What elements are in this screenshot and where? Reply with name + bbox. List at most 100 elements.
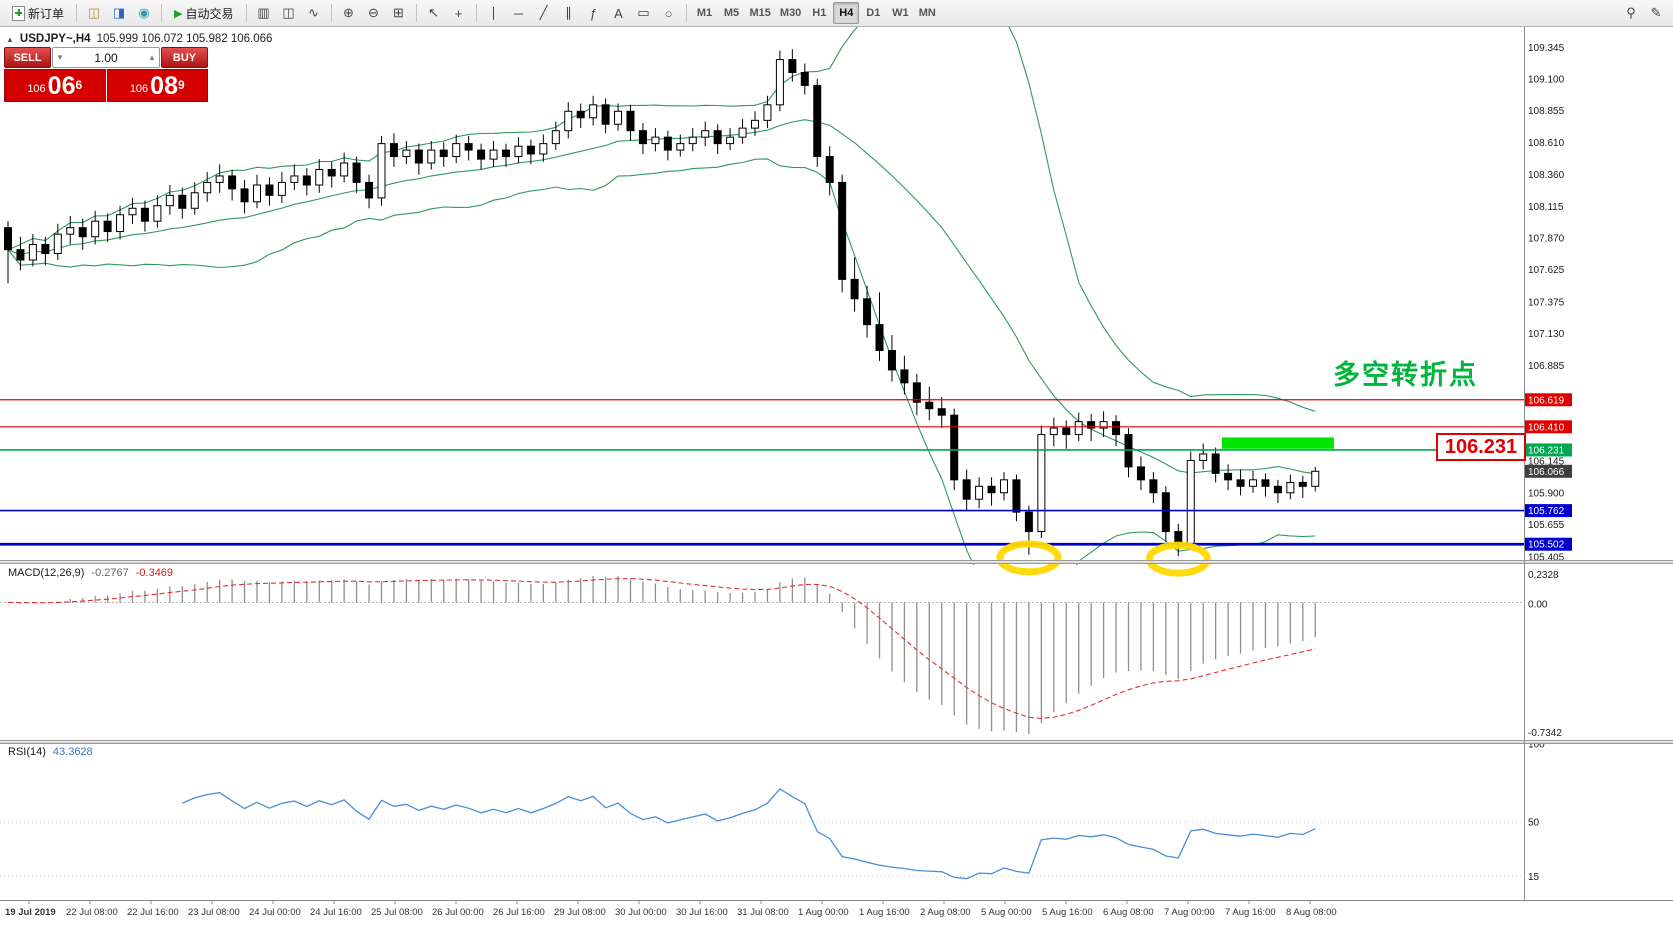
collapse-panel-icon[interactable]: ▲	[6, 34, 14, 44]
ohlc-values: 105.999 106.072 105.982 106.066	[96, 33, 273, 45]
edit-icon[interactable]: ✎	[1644, 2, 1668, 24]
svg-text:2 Aug 08:00: 2 Aug 08:00	[920, 907, 971, 918]
svg-text:22 Jul 16:00: 22 Jul 16:00	[127, 907, 179, 918]
svg-text:1 Aug 16:00: 1 Aug 16:00	[859, 907, 910, 918]
price-axis-border	[1524, 27, 1525, 901]
toolbar: 新订单 ◫ ◨ ◉ ▶ 自动交易 ▥ ◫ ∿ ⊕ ⊖ ⊞ ↖ + ∣ ─ ╱ ∥ ƒ A ▭ ○ M1 M5 M…	[0, 0, 1673, 27]
one-click-trading-panel: SELL ▾ 1.00 ▴ BUY 106 06 6 106 08 9	[4, 47, 208, 102]
search-icon[interactable]: ⚲	[1619, 2, 1643, 24]
ask-superscript: 9	[177, 78, 185, 92]
price-axis[interactable]	[1525, 27, 1673, 900]
svg-text:0.00: 0.00	[1528, 599, 1548, 610]
panel-separator[interactable]	[0, 560, 1673, 564]
candles	[4, 49, 1320, 557]
horizontal-line-tool[interactable]: ─	[507, 2, 531, 24]
svg-text:107.625: 107.625	[1528, 265, 1565, 276]
buy-button[interactable]: BUY	[161, 47, 208, 68]
svg-text:107.130: 107.130	[1528, 329, 1565, 340]
ask-main: 08	[150, 72, 178, 100]
macd-main-value: -0.2767	[91, 567, 129, 579]
macd-name: MACD(12,26,9)	[8, 567, 85, 579]
svg-text:5 Aug 00:00: 5 Aug 00:00	[981, 907, 1032, 918]
chart-window-icon[interactable]: ◫	[82, 2, 106, 24]
new-order-button[interactable]: 新订单	[5, 2, 71, 24]
chart-canvas[interactable]: 109.345 109.100 108.855 108.610 108.360 108.1…	[0, 27, 1673, 948]
ask-prefix: 106	[129, 83, 149, 95]
svg-text:31 Jul 08:00: 31 Jul 08:00	[737, 907, 789, 918]
play-icon: ▶	[174, 7, 183, 20]
timeframe-m5[interactable]: M5	[719, 2, 745, 24]
rsi-value: 43.3628	[52, 746, 93, 758]
trendline-tool[interactable]: ╱	[532, 2, 556, 24]
label-tool[interactable]: ▭	[632, 2, 656, 24]
timeframe-m30[interactable]: M30	[776, 2, 805, 24]
new-order-icon	[12, 5, 25, 21]
symbol-title: USDJPY~,H4	[19, 33, 91, 45]
svg-text:24 Jul 16:00: 24 Jul 16:00	[310, 907, 362, 918]
profile-icon[interactable]: ◨	[107, 2, 131, 24]
volume-value: 1.00	[94, 50, 118, 65]
shapes-tool[interactable]: ○	[657, 2, 681, 24]
timeframe-m1[interactable]: M1	[692, 2, 718, 24]
svg-text:1 Aug 00:00: 1 Aug 00:00	[798, 907, 849, 918]
news-icon[interactable]: ◉	[132, 2, 156, 24]
bid-price[interactable]: 106 06 6	[4, 69, 106, 102]
svg-text:6 Aug 08:00: 6 Aug 08:00	[1103, 907, 1154, 918]
tile-windows-icon[interactable]: ⊞	[387, 2, 411, 24]
rsi-label: RSI(14) 43.3628	[8, 746, 93, 758]
time-axis-border	[0, 900, 1673, 901]
toolbar-separator	[161, 4, 163, 22]
toolbar-separator	[245, 4, 247, 22]
price-callout-label: 106.231	[1436, 433, 1526, 461]
svg-text:50: 50	[1528, 818, 1540, 829]
timeframe-d1[interactable]: D1	[860, 2, 886, 24]
cursor-icon[interactable]: ↖	[422, 2, 446, 24]
macd-label: MACD(12,26,9) -0.2767 -0.3469	[8, 567, 173, 579]
yellow-circle	[1145, 541, 1211, 577]
autotrade-button[interactable]: ▶ 自动交易	[167, 2, 240, 24]
timeframe-h1[interactable]: H1	[806, 2, 832, 24]
svg-text:22 Jul 08:00: 22 Jul 08:00	[66, 907, 118, 918]
highlight-rectangle	[1221, 437, 1334, 449]
candlestick-icon[interactable]: ◫	[277, 2, 301, 24]
timeframe-mn[interactable]: MN	[914, 2, 940, 24]
ask-price[interactable]: 106 08 9	[106, 69, 208, 102]
chart-header: ▲ USDJPY~,H4 105.999 106.072 105.982 106…	[6, 33, 272, 45]
channel-tool[interactable]: ∥	[557, 2, 581, 24]
zoom-out-icon[interactable]: ⊖	[362, 2, 386, 24]
line-chart-icon[interactable]: ∿	[302, 2, 326, 24]
bar-chart-icon[interactable]: ▥	[252, 2, 276, 24]
bollinger-bands	[7, 27, 1316, 565]
svg-text:7 Aug 00:00: 7 Aug 00:00	[1164, 907, 1215, 918]
chevron-up-icon[interactable]: ▴	[149, 52, 155, 62]
svg-text:100: 100	[1528, 740, 1545, 751]
vertical-line-tool[interactable]: ∣	[482, 2, 506, 24]
macd-signal-value: -0.3469	[135, 567, 174, 579]
zoom-in-icon[interactable]: ⊕	[337, 2, 361, 24]
panel-separator[interactable]	[0, 740, 1673, 744]
chevron-down-icon[interactable]: ▾	[57, 52, 63, 62]
turning-point-annotation: 多空转折点	[1333, 360, 1478, 390]
volume-input[interactable]: ▾ 1.00 ▴	[52, 47, 160, 68]
timeframe-w1[interactable]: W1	[887, 2, 913, 24]
text-tool[interactable]: A	[607, 2, 631, 24]
new-order-label: 新订单	[28, 6, 65, 21]
svg-text:26 Jul 16:00: 26 Jul 16:00	[493, 907, 545, 918]
svg-text:108.610: 108.610	[1528, 138, 1565, 149]
svg-text:106.619: 106.619	[1528, 395, 1565, 406]
timeframe-h4[interactable]: H4	[833, 2, 860, 24]
svg-text:30 Jul 16:00: 30 Jul 16:00	[676, 907, 728, 918]
svg-text:29 Jul 08:00: 29 Jul 08:00	[554, 907, 606, 918]
crosshair-icon[interactable]: +	[447, 2, 471, 24]
svg-text:106.410: 106.410	[1528, 422, 1565, 433]
toolbar-separator	[330, 4, 332, 22]
toolbar-separator	[76, 4, 78, 22]
rsi-panel: 100 50 15	[0, 740, 1545, 883]
svg-text:107.375: 107.375	[1528, 298, 1565, 309]
svg-text:25 Jul 08:00: 25 Jul 08:00	[371, 907, 423, 918]
fibonacci-tool[interactable]: ƒ	[582, 2, 606, 24]
timeframe-m15[interactable]: M15	[746, 2, 775, 24]
time-axis[interactable]	[0, 901, 1673, 927]
svg-text:106.066: 106.066	[1528, 467, 1565, 478]
sell-button[interactable]: SELL	[4, 47, 51, 68]
